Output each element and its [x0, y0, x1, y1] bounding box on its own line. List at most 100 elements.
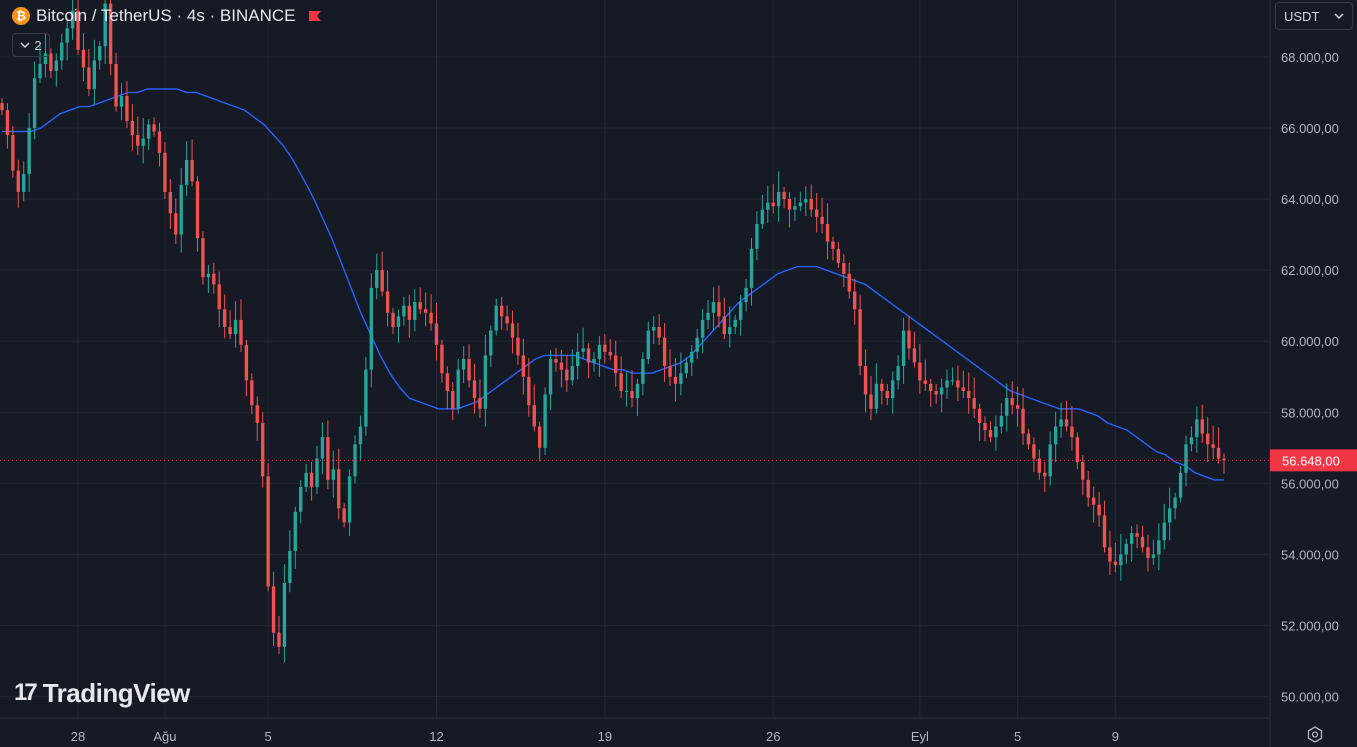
flag-icon[interactable] [308, 10, 322, 22]
candle-body [950, 380, 955, 382]
candle-body [679, 373, 683, 384]
last-price-label: 56.648,00 [1282, 453, 1340, 468]
price-axis[interactable]: 68.000,00 66.000,00 64.000,00 62.000,00 60.0… [1281, 50, 1339, 705]
candle [956, 365, 960, 401]
candle [499, 296, 504, 330]
time-tick-label: 5 [1014, 729, 1021, 744]
candle-body [1053, 426, 1058, 445]
candle-body [842, 263, 846, 274]
candle-body [499, 305, 504, 317]
candle-body [1162, 522, 1166, 541]
candle-body [266, 476, 270, 587]
candle-body [1129, 533, 1134, 544]
candle-body [891, 380, 895, 399]
candle [961, 370, 965, 399]
candle-body [646, 330, 650, 359]
candle-body [456, 369, 460, 409]
candle [521, 338, 526, 395]
candle-body [1021, 408, 1025, 434]
candle-body [174, 213, 178, 235]
candle [1146, 534, 1150, 572]
candle-body [1032, 444, 1036, 459]
candle-body [1108, 547, 1112, 562]
candle-body [1070, 426, 1074, 438]
moving-average-layer [2, 88, 1224, 481]
candle [657, 314, 661, 345]
candle-body [869, 394, 873, 409]
candle-body [798, 202, 803, 207]
candle-body [1124, 543, 1128, 555]
candle-body [1026, 433, 1031, 445]
candle-body [222, 309, 227, 328]
candle-body [570, 366, 574, 381]
candle [1157, 523, 1161, 571]
candle [624, 372, 629, 407]
candle-body [722, 316, 727, 335]
candle [206, 264, 211, 293]
candle [331, 450, 335, 498]
candle-body [548, 359, 553, 395]
candle-body [1113, 561, 1118, 566]
candle-body [103, 3, 107, 47]
candle-body [233, 319, 238, 335]
candle-body [1184, 444, 1188, 473]
candle-body [1146, 547, 1150, 559]
candle [174, 198, 178, 244]
candle [912, 331, 917, 368]
symbol-title: Bitcoin / TetherUS · 4s · BINANCE [36, 6, 296, 25]
candle-body [27, 127, 31, 175]
candle-body [1005, 398, 1009, 416]
candle-body [543, 394, 547, 448]
settings-icon[interactable] [1306, 726, 1324, 744]
candle [950, 367, 955, 386]
candle-body [668, 366, 672, 377]
candle [391, 307, 395, 335]
candle [337, 448, 341, 520]
candle-body [934, 390, 938, 395]
candle [190, 139, 194, 187]
candle-body [483, 355, 488, 409]
candle [722, 297, 727, 340]
candle-body [614, 355, 618, 374]
candle-body [141, 138, 145, 146]
candle [1189, 426, 1194, 452]
candle [418, 287, 422, 315]
candle [146, 119, 151, 150]
candle [537, 421, 542, 462]
candle-body [76, 10, 80, 50]
candle [717, 285, 721, 328]
candle [510, 310, 515, 354]
collapse-indicators-button[interactable]: 2 [12, 33, 50, 57]
candle-body [831, 241, 835, 249]
candle-body [880, 383, 884, 391]
time-axis[interactable]: 28 Ağu 5 12 19 26 Eyl 5 9 [71, 729, 1119, 744]
candle [543, 387, 547, 455]
candle-body [1037, 458, 1042, 473]
candle [939, 378, 944, 413]
symbol-header[interactable]: ₿ Bitcoin / TetherUS · 4s · BINANCE [12, 5, 322, 27]
candle-body [114, 63, 118, 107]
candle [994, 415, 998, 451]
candle [896, 355, 900, 390]
candle-body [706, 312, 710, 320]
candle-body [309, 472, 314, 487]
candle-body [673, 376, 678, 384]
candle-body [1211, 444, 1215, 448]
time-tick-label: Eyl [911, 729, 929, 744]
candle [315, 445, 319, 495]
candle [222, 294, 227, 339]
candle-body [825, 223, 830, 242]
candle-body [630, 390, 634, 399]
currency-select[interactable]: USDT [1275, 2, 1353, 30]
candle-body [326, 437, 330, 480]
candle [108, 0, 113, 76]
candle-body [760, 209, 765, 224]
candle-body [505, 316, 509, 324]
candle [527, 358, 531, 417]
candle [1119, 533, 1123, 581]
candle-body [1075, 437, 1080, 463]
candle [1162, 503, 1166, 550]
candle-body [847, 273, 851, 292]
candle-body [201, 238, 205, 278]
